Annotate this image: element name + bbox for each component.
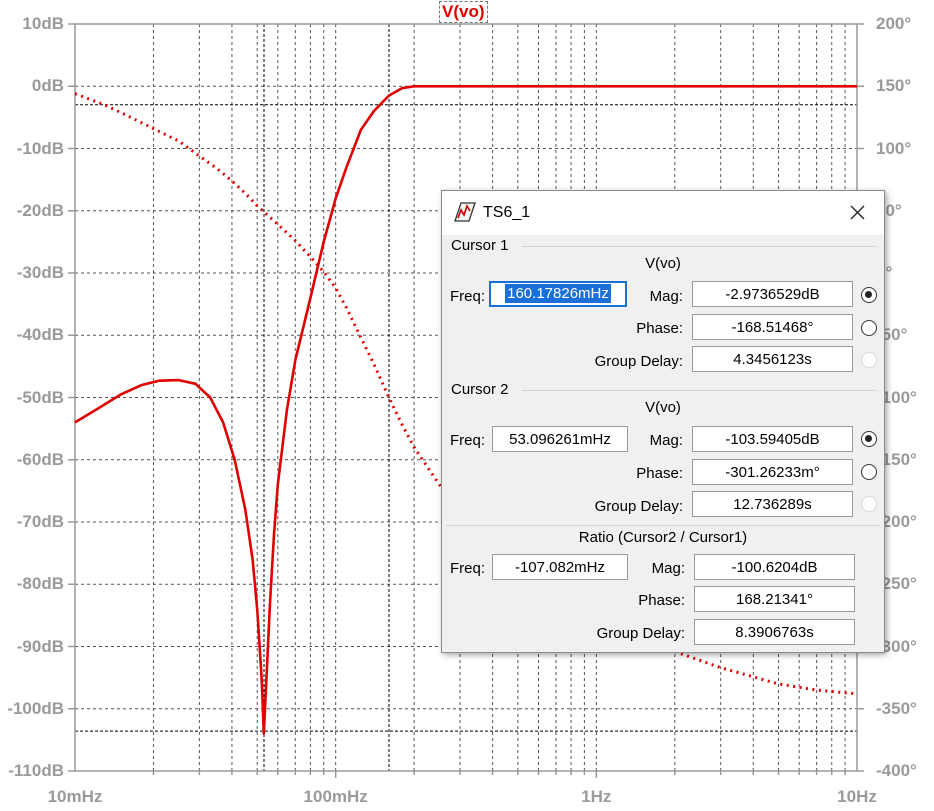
- series-layer: [74, 85, 858, 735]
- cursor2-group-delay-label: Group Delay:: [594, 498, 683, 515]
- phase-tick-label: -200°: [876, 512, 917, 531]
- phase-tick-label: -350°: [876, 698, 917, 718]
- ratio-mag-field[interactable]: -100.6204dB: [694, 554, 855, 580]
- close-icon[interactable]: [842, 199, 872, 227]
- cursor1-phase-label: Phase:: [636, 320, 683, 337]
- phase-tick-label: -100°: [876, 387, 917, 407]
- x-tick-label: 1Hz: [581, 787, 612, 806]
- cursor2-group-delay-radio: [861, 496, 877, 512]
- cursor1-phase-radio[interactable]: [861, 320, 877, 336]
- cursor2-phase-radio[interactable]: [861, 464, 877, 480]
- cursor2-trace-name: V(vo): [645, 399, 681, 416]
- y-tick-label: -110dB: [8, 761, 64, 780]
- cursor2-divider: [522, 390, 877, 391]
- x-tick-label: 10mHz: [47, 787, 103, 806]
- y-tick-label: -60dB: [16, 449, 64, 469]
- y-tick-label: 0dB: [31, 76, 64, 96]
- y-tick-label: -100dB: [7, 698, 64, 718]
- cursor2-group-delay-field[interactable]: 12.736289s: [692, 491, 853, 517]
- ratio-group-delay-field[interactable]: 8.3906763s: [694, 619, 855, 645]
- cursor1-section-label: Cursor 1: [451, 237, 509, 254]
- trace-title[interactable]: V(vo): [439, 1, 488, 23]
- cursor2-phase-label: Phase:: [636, 465, 683, 482]
- cursor1-trace-name: V(vo): [645, 255, 681, 272]
- ratio-phase-label: Phase:: [638, 592, 685, 609]
- cursor1-mag-label: Mag:: [649, 288, 683, 305]
- cursor-dialog[interactable]: TS6_1 Cursor 1 V(vo) Freq: 160.17826mHz …: [441, 190, 885, 653]
- phase-tick-label: 150°: [876, 76, 912, 96]
- phase-tick-label: -150°: [876, 449, 917, 469]
- magnitude-series: [74, 85, 857, 735]
- ratio-divider: [446, 525, 880, 526]
- y-tick-label: -10dB: [16, 138, 64, 158]
- cursor2-freq-field[interactable]: 53.096261mHz: [492, 426, 628, 452]
- y-tick-label: -20dB: [16, 200, 64, 220]
- y-tick-label: -40dB: [16, 325, 64, 345]
- y-tick-label: -80dB: [16, 574, 64, 594]
- cursor1-mag-field[interactable]: -2.9736529dB: [692, 281, 853, 307]
- cursor-lines: [75, 24, 857, 771]
- cursor2-section-label: Cursor 2: [451, 381, 509, 398]
- x-tick-label: 10Hz: [837, 787, 877, 806]
- cursor1-mag-radio[interactable]: [861, 287, 877, 303]
- ratio-mag-label: Mag:: [651, 560, 685, 577]
- ltspice-app-icon: [454, 202, 476, 222]
- y-tick-label: -30dB: [16, 263, 64, 282]
- cursor1-freq-field[interactable]: 160.17826mHz: [489, 281, 627, 307]
- cursor1-group-delay-radio: [861, 352, 877, 368]
- y-tick-label: -90dB: [16, 636, 64, 656]
- cursor2-mag-radio[interactable]: [861, 431, 877, 447]
- phase-tick-label: 200°: [876, 14, 912, 33]
- phase-tick-label: -300°: [876, 636, 917, 656]
- y-tick-label: -70dB: [16, 512, 64, 531]
- ratio-section-label: Ratio (Cursor2 / Cursor1): [578, 529, 748, 546]
- ratio-freq-label: Freq:: [449, 560, 485, 577]
- phase-tick-label: -400°: [876, 761, 917, 780]
- cursor1-freq-label: Freq:: [449, 288, 485, 305]
- cursor2-mag-field[interactable]: -103.59405dB: [692, 426, 853, 452]
- y-tick-label: 10dB: [22, 14, 64, 33]
- cursor2-mag-label: Mag:: [649, 432, 683, 449]
- y-tick-label: -50dB: [16, 387, 64, 407]
- ratio-group-delay-label: Group Delay:: [596, 625, 685, 642]
- cursor1-freq-value: 160.17826mHz: [505, 284, 611, 303]
- phase-tick-label: -250°: [876, 574, 917, 594]
- x-tick-label: 100mHz: [303, 787, 368, 806]
- cursor2-freq-label: Freq:: [449, 432, 485, 449]
- cursor1-divider: [522, 246, 877, 247]
- phase-tick-label: 100°: [876, 138, 912, 158]
- cursor1-phase-field[interactable]: -168.51468°: [692, 314, 853, 340]
- cursor1-group-delay-field[interactable]: 4.3456123s: [692, 346, 853, 372]
- ratio-freq-field[interactable]: -107.082mHz: [492, 554, 628, 580]
- dialog-titlebar[interactable]: TS6_1: [442, 191, 884, 235]
- dialog-title: TS6_1: [483, 204, 531, 221]
- cursor2-phase-field[interactable]: -301.26233m°: [692, 459, 853, 485]
- ratio-phase-field[interactable]: 168.21341°: [694, 586, 855, 612]
- cursor1-group-delay-label: Group Delay:: [594, 353, 683, 370]
